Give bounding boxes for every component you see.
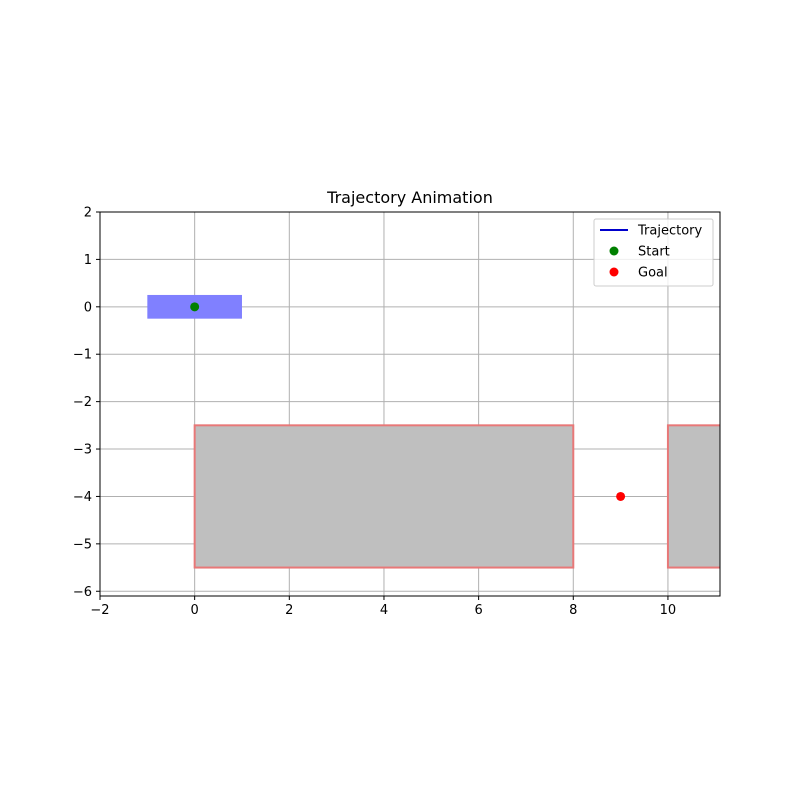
y-tick-label: 2 [84,206,92,221]
legend-swatch [609,246,619,256]
x-tick-label: 4 [380,603,388,618]
y-tick-label: 0 [84,300,92,315]
obstacle [666,424,720,569]
x-tick-label: 10 [660,603,677,618]
y-tick-label: −2 [73,395,92,410]
chart-title: Trajectory Animation [326,188,493,207]
legend-label: Trajectory [637,224,702,239]
y-tick-label: −3 [73,443,92,458]
goal-marker [616,491,626,501]
legend-box [593,218,714,287]
y-tick-label: −4 [73,490,92,505]
legend-label: Goal [638,266,668,281]
start-marker [190,302,200,312]
y-tick-label: −5 [73,537,92,552]
legend-label: Start [638,245,670,260]
x-tick-label: 2 [285,603,293,618]
plot-area [147,294,720,569]
plot-frame [99,211,721,597]
x-tick-label: 6 [474,603,482,618]
legend: Trajectory Start Goal [593,218,714,287]
y-tick-label: 1 [84,253,92,268]
obstacle [193,424,575,569]
x-tick-label: 0 [191,603,199,618]
y-tick-label: −1 [73,348,92,363]
legend-swatch [609,267,619,277]
x-tick-label: −2 [90,603,109,618]
y-tick-label: −6 [73,585,92,600]
x-tick-label: 8 [569,603,577,618]
